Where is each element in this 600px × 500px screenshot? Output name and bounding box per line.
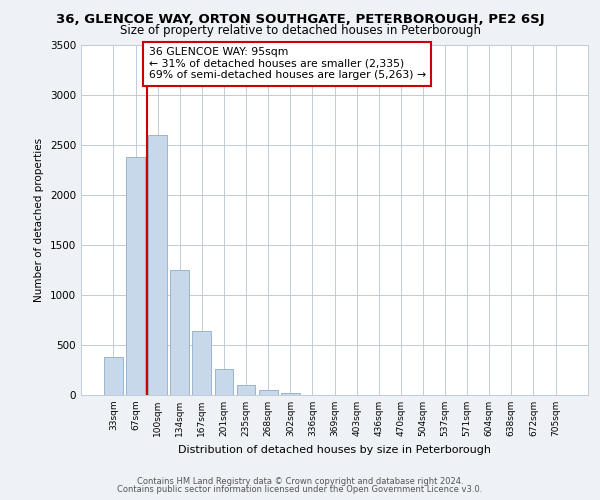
Bar [259,390,278,395]
Bar [148,135,167,395]
Bar [281,393,299,395]
Text: Contains public sector information licensed under the Open Government Licence v3: Contains public sector information licen… [118,485,482,494]
Y-axis label: Number of detached properties: Number of detached properties [34,138,44,302]
Text: Contains HM Land Registry data © Crown copyright and database right 2024.: Contains HM Land Registry data © Crown c… [137,477,463,486]
Bar [215,369,233,395]
Bar [236,384,256,395]
Bar [126,157,145,395]
X-axis label: Distribution of detached houses by size in Peterborough: Distribution of detached houses by size … [178,444,491,454]
Bar [170,270,189,395]
Bar [104,357,123,395]
Bar [303,394,322,395]
Bar [193,331,211,395]
Text: 36, GLENCOE WAY, ORTON SOUTHGATE, PETERBOROUGH, PE2 6SJ: 36, GLENCOE WAY, ORTON SOUTHGATE, PETERB… [56,12,544,26]
Text: Size of property relative to detached houses in Peterborough: Size of property relative to detached ho… [119,24,481,37]
Text: 36 GLENCOE WAY: 95sqm
← 31% of detached houses are smaller (2,335)
69% of semi-d: 36 GLENCOE WAY: 95sqm ← 31% of detached … [149,47,426,80]
